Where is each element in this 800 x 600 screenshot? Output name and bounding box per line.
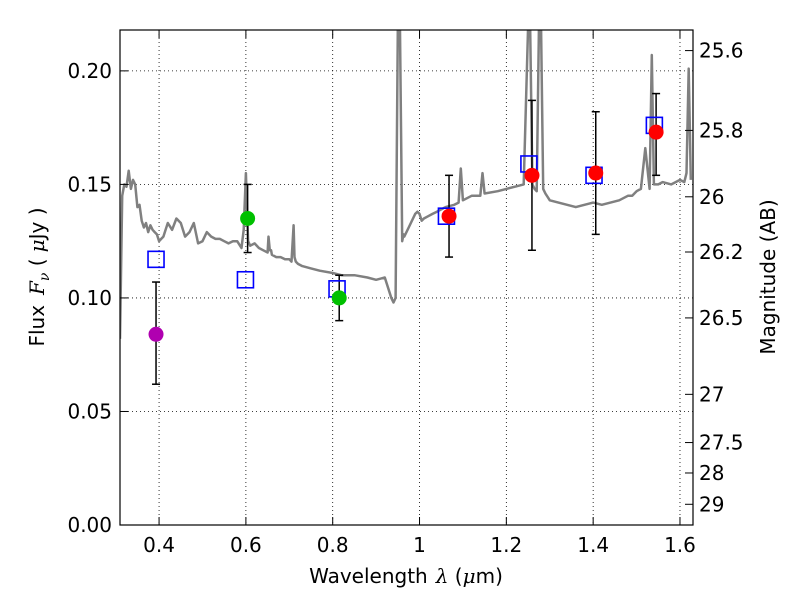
y-axis-title-unit-close: Jy ) — [25, 207, 49, 241]
x-axis-title-symbol: λ — [435, 564, 449, 588]
x-axis-title: Wavelength λ (μm) — [309, 564, 503, 588]
y-axis-title-subscript: ν — [37, 272, 53, 281]
x-axis-title-unit-mu: μ — [463, 564, 476, 588]
grid-lines — [120, 30, 693, 525]
observed-point — [648, 124, 664, 140]
y-axis-title-unit-mu: μ — [25, 239, 49, 252]
y-axis-title-symbol: F — [25, 280, 49, 296]
model-point — [236, 270, 255, 289]
model-point — [147, 250, 165, 269]
y-tick-label: 0.15 — [67, 172, 112, 196]
observed-point — [331, 290, 347, 306]
sed-spectrum-line — [120, 30, 693, 339]
x-axis-title-prefix: Wavelength — [309, 564, 428, 588]
x-tick-label: 0.4 — [143, 533, 175, 557]
y2-tick-label: 26.2 — [699, 240, 744, 264]
y-axis-title-unit-open: ( — [25, 258, 49, 272]
y-tick-label: 0.05 — [67, 399, 112, 423]
y2-tick-label: 25.6 — [699, 39, 744, 63]
tick-labels: 0.4 0.6 0.8 1 1.2 1.4 1.6 0.00 0.05 0.10 0.15 0.20 2… — [67, 39, 743, 557]
observed-point — [588, 165, 604, 181]
observed-point — [240, 210, 256, 226]
plot-frame — [119, 29, 694, 526]
y-tick-label: 0.00 — [67, 513, 112, 537]
sed-model-spectrum-group — [120, 30, 693, 339]
x-tick-label: 0.8 — [317, 533, 349, 557]
y2-axis-title: Magnitude (AB) — [756, 199, 780, 354]
y2-tick-label: 27 — [699, 382, 724, 406]
x-tick-label: 0.6 — [230, 533, 262, 557]
y2-tick-label: 26 — [699, 185, 724, 209]
y2-tick-label: 28 — [699, 461, 724, 485]
observed-point — [441, 208, 457, 224]
y2-tick-label: 26.5 — [699, 306, 744, 330]
observed-point — [148, 326, 164, 342]
x-axis-title-unit-close: m) — [476, 564, 503, 588]
x-tick-label: 1.6 — [664, 533, 696, 557]
y2-tick-label: 27.5 — [699, 431, 744, 455]
y-tick-label: 0.20 — [67, 59, 112, 83]
x-tick-label: 1.2 — [490, 533, 522, 557]
observed-point — [524, 167, 540, 183]
y-tick-label: 0.10 — [67, 286, 112, 310]
observed-points-group — [148, 124, 664, 342]
x-tick-label: 1.4 — [577, 533, 609, 557]
x-axis-title-unit-open: ( — [448, 564, 462, 588]
y-axis-title: Flux Fν ( μJy ) — [25, 207, 53, 346]
y2-tick-label: 25.8 — [699, 118, 744, 142]
x-tick-label: 1 — [413, 533, 426, 557]
y-axis-title-prefix: Flux — [25, 305, 49, 347]
axis-ticks — [120, 30, 693, 526]
y2-tick-label: 29 — [699, 492, 724, 516]
